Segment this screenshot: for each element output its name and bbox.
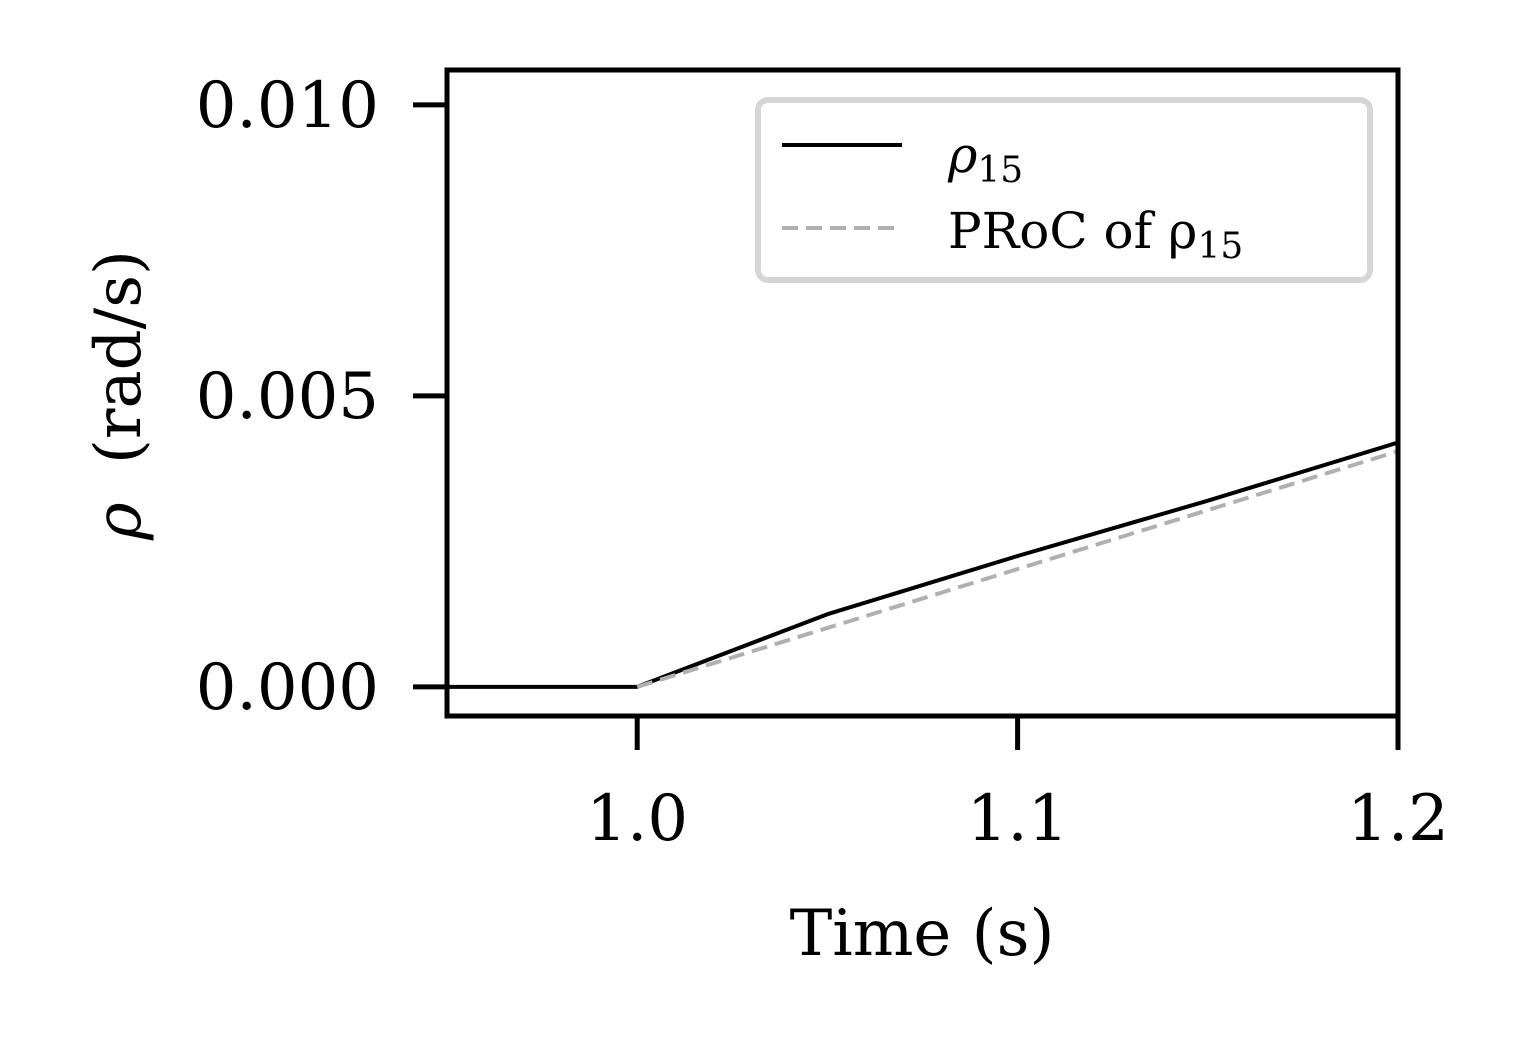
legend-label-proc: PRoC of ρ15: [948, 202, 1243, 267]
legend-label-sub: 15: [977, 150, 1023, 191]
x-axis-title: Time (s): [790, 897, 1055, 971]
y-axis-symbol: ρ: [82, 502, 156, 541]
legend-label-sub: 15: [1197, 226, 1243, 267]
y-axis: 0.000 0.005 0.010: [196, 69, 447, 725]
series-line-0: [447, 440, 1399, 689]
y-tick-label: 0.000: [196, 651, 379, 725]
plot-lines: [447, 440, 1399, 689]
legend-label-base: PRoC of ρ: [948, 202, 1197, 260]
legend-label-rho15: ρ15: [947, 126, 1023, 191]
y-tick-label: 0.010: [196, 69, 379, 143]
legend: ρ15 PRoC of ρ15: [755, 97, 1373, 283]
legend-label-base: ρ: [947, 126, 978, 184]
x-tick-label: 1.2: [1347, 782, 1449, 856]
series-line-1: [636, 449, 1399, 689]
plot-frame: [444, 67, 1401, 719]
y-axis-unit: (rad/s): [82, 250, 156, 464]
legend-box: [755, 97, 1373, 283]
x-tick-label: 1.0: [586, 782, 688, 856]
y-axis-title: ρ (rad/s): [82, 250, 156, 541]
y-tick-label: 0.005: [196, 360, 379, 434]
x-tick-label: 1.1: [967, 782, 1069, 856]
x-axis: 1.0 1.1 1.2: [586, 716, 1449, 856]
